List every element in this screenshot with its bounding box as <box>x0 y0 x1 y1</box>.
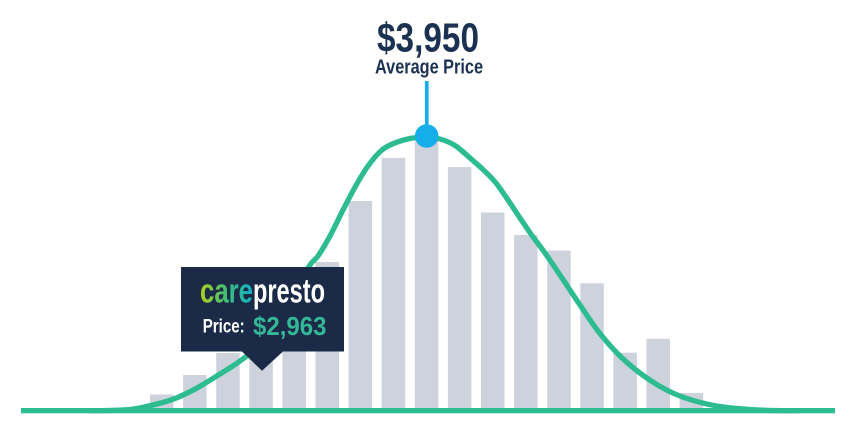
svg-text:presto: presto <box>253 273 325 311</box>
svg-text:Average Price: Average Price <box>375 56 483 79</box>
svg-text:$2,963: $2,963 <box>253 311 327 341</box>
svg-text:$3,950: $3,950 <box>377 15 479 61</box>
svg-text:Price:: Price: <box>203 316 245 338</box>
svg-text:care: care <box>200 273 253 311</box>
